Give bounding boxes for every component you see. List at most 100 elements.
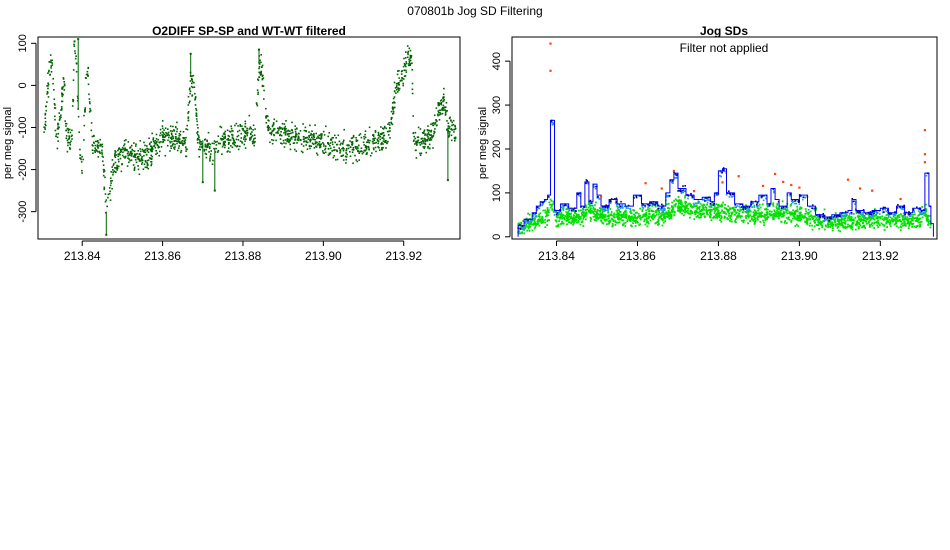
sd-point-navy (668, 194, 671, 197)
data-point (350, 137, 353, 140)
data-point (351, 148, 354, 151)
data-point (113, 163, 115, 165)
sd-point-green (891, 217, 893, 220)
sd-point-green (888, 223, 891, 225)
sd-point-navy (547, 195, 550, 198)
sd-point-lightblue (588, 203, 591, 206)
sd-point-green (602, 222, 605, 225)
sd-point-navy (873, 212, 875, 215)
data-point (154, 142, 157, 144)
sd-point-navy (744, 207, 747, 209)
data-point (295, 134, 297, 136)
sd-point-green (564, 218, 566, 221)
sd-point-green (715, 207, 718, 210)
sd-point-green (802, 215, 805, 218)
sd-point-green (918, 217, 921, 220)
data-point (100, 144, 102, 146)
sd-point-green (689, 204, 692, 207)
sd-point-lightblue (603, 208, 606, 211)
sd-point-green (848, 215, 851, 217)
sd-point-navy (532, 212, 535, 215)
data-point (434, 123, 436, 125)
data-point (96, 145, 99, 148)
sd-point-green (678, 208, 681, 211)
sd-point-green (653, 216, 656, 219)
sd-point-green (678, 210, 681, 212)
sd-point-green (919, 217, 922, 220)
sd-point-green (669, 214, 672, 217)
sd-point-green (665, 212, 668, 215)
sd-point-green (726, 208, 728, 211)
data-point (334, 134, 336, 137)
sd-point-green (862, 214, 864, 217)
y-axis-label-o2diff: per meg signal (2, 107, 14, 179)
data-point (427, 132, 430, 134)
sd-point-lightblue (807, 209, 810, 211)
data-point (402, 65, 405, 68)
sd-point-green (702, 208, 705, 210)
sd-point-green (551, 203, 554, 206)
data-point (295, 150, 298, 152)
data-point (156, 152, 158, 154)
data-point (72, 98, 74, 101)
sd-point-navy (619, 205, 622, 208)
sd-point-green (855, 223, 858, 225)
data-point (329, 142, 332, 144)
data-point (210, 150, 212, 152)
sd-point-green (788, 218, 791, 221)
sd-point-green (747, 215, 749, 217)
sd-point-green (788, 211, 791, 214)
data-point (150, 141, 152, 143)
sd-point-green (829, 226, 832, 228)
data-point (424, 145, 426, 148)
data-point (258, 67, 260, 70)
sd-point-green (901, 222, 904, 225)
sd-point-green (747, 213, 749, 215)
sd-point-green (580, 209, 582, 212)
data-point (166, 144, 169, 147)
data-point (315, 152, 318, 155)
data-point (397, 70, 399, 72)
data-point (426, 138, 428, 141)
sd-point-green (620, 217, 622, 220)
sd-point-green (690, 205, 692, 208)
data-point (96, 144, 99, 146)
sd-point-lightblue (913, 211, 916, 213)
data-point (328, 132, 331, 134)
sd-point-green (679, 203, 682, 206)
data-point (63, 81, 65, 83)
sd-point-green (836, 220, 839, 222)
data-point (290, 138, 293, 140)
data-point (443, 87, 445, 90)
sd-point-green (869, 224, 871, 227)
data-point (302, 138, 305, 141)
sd-point-green (561, 215, 564, 218)
data-point (296, 142, 298, 144)
sd-point-green (590, 212, 592, 214)
data-point (451, 124, 453, 127)
sd-point-green (727, 211, 730, 214)
data-point (256, 103, 258, 105)
data-point (446, 120, 448, 122)
data-point (47, 83, 50, 86)
sd-point-green (753, 222, 756, 224)
data-point (137, 156, 139, 158)
sd-point-green (706, 210, 709, 213)
data-point (69, 128, 71, 131)
sd-point-green (608, 215, 610, 218)
data-point (126, 152, 129, 155)
sd-point-green (756, 218, 759, 221)
data-point (133, 150, 136, 152)
data-point (424, 133, 427, 135)
sd-point-green (850, 219, 852, 222)
sd-point-green (914, 220, 917, 222)
sd-point-navy (819, 215, 822, 217)
sd-point-green (763, 221, 765, 224)
y-tick-label-jog-sds: 100 (491, 184, 503, 202)
sd-point-lightblue (841, 215, 844, 217)
sd-point-green (626, 220, 629, 223)
sd-point-green (730, 207, 733, 210)
data-point (431, 122, 434, 125)
data-point (189, 90, 192, 93)
data-point (62, 78, 65, 80)
